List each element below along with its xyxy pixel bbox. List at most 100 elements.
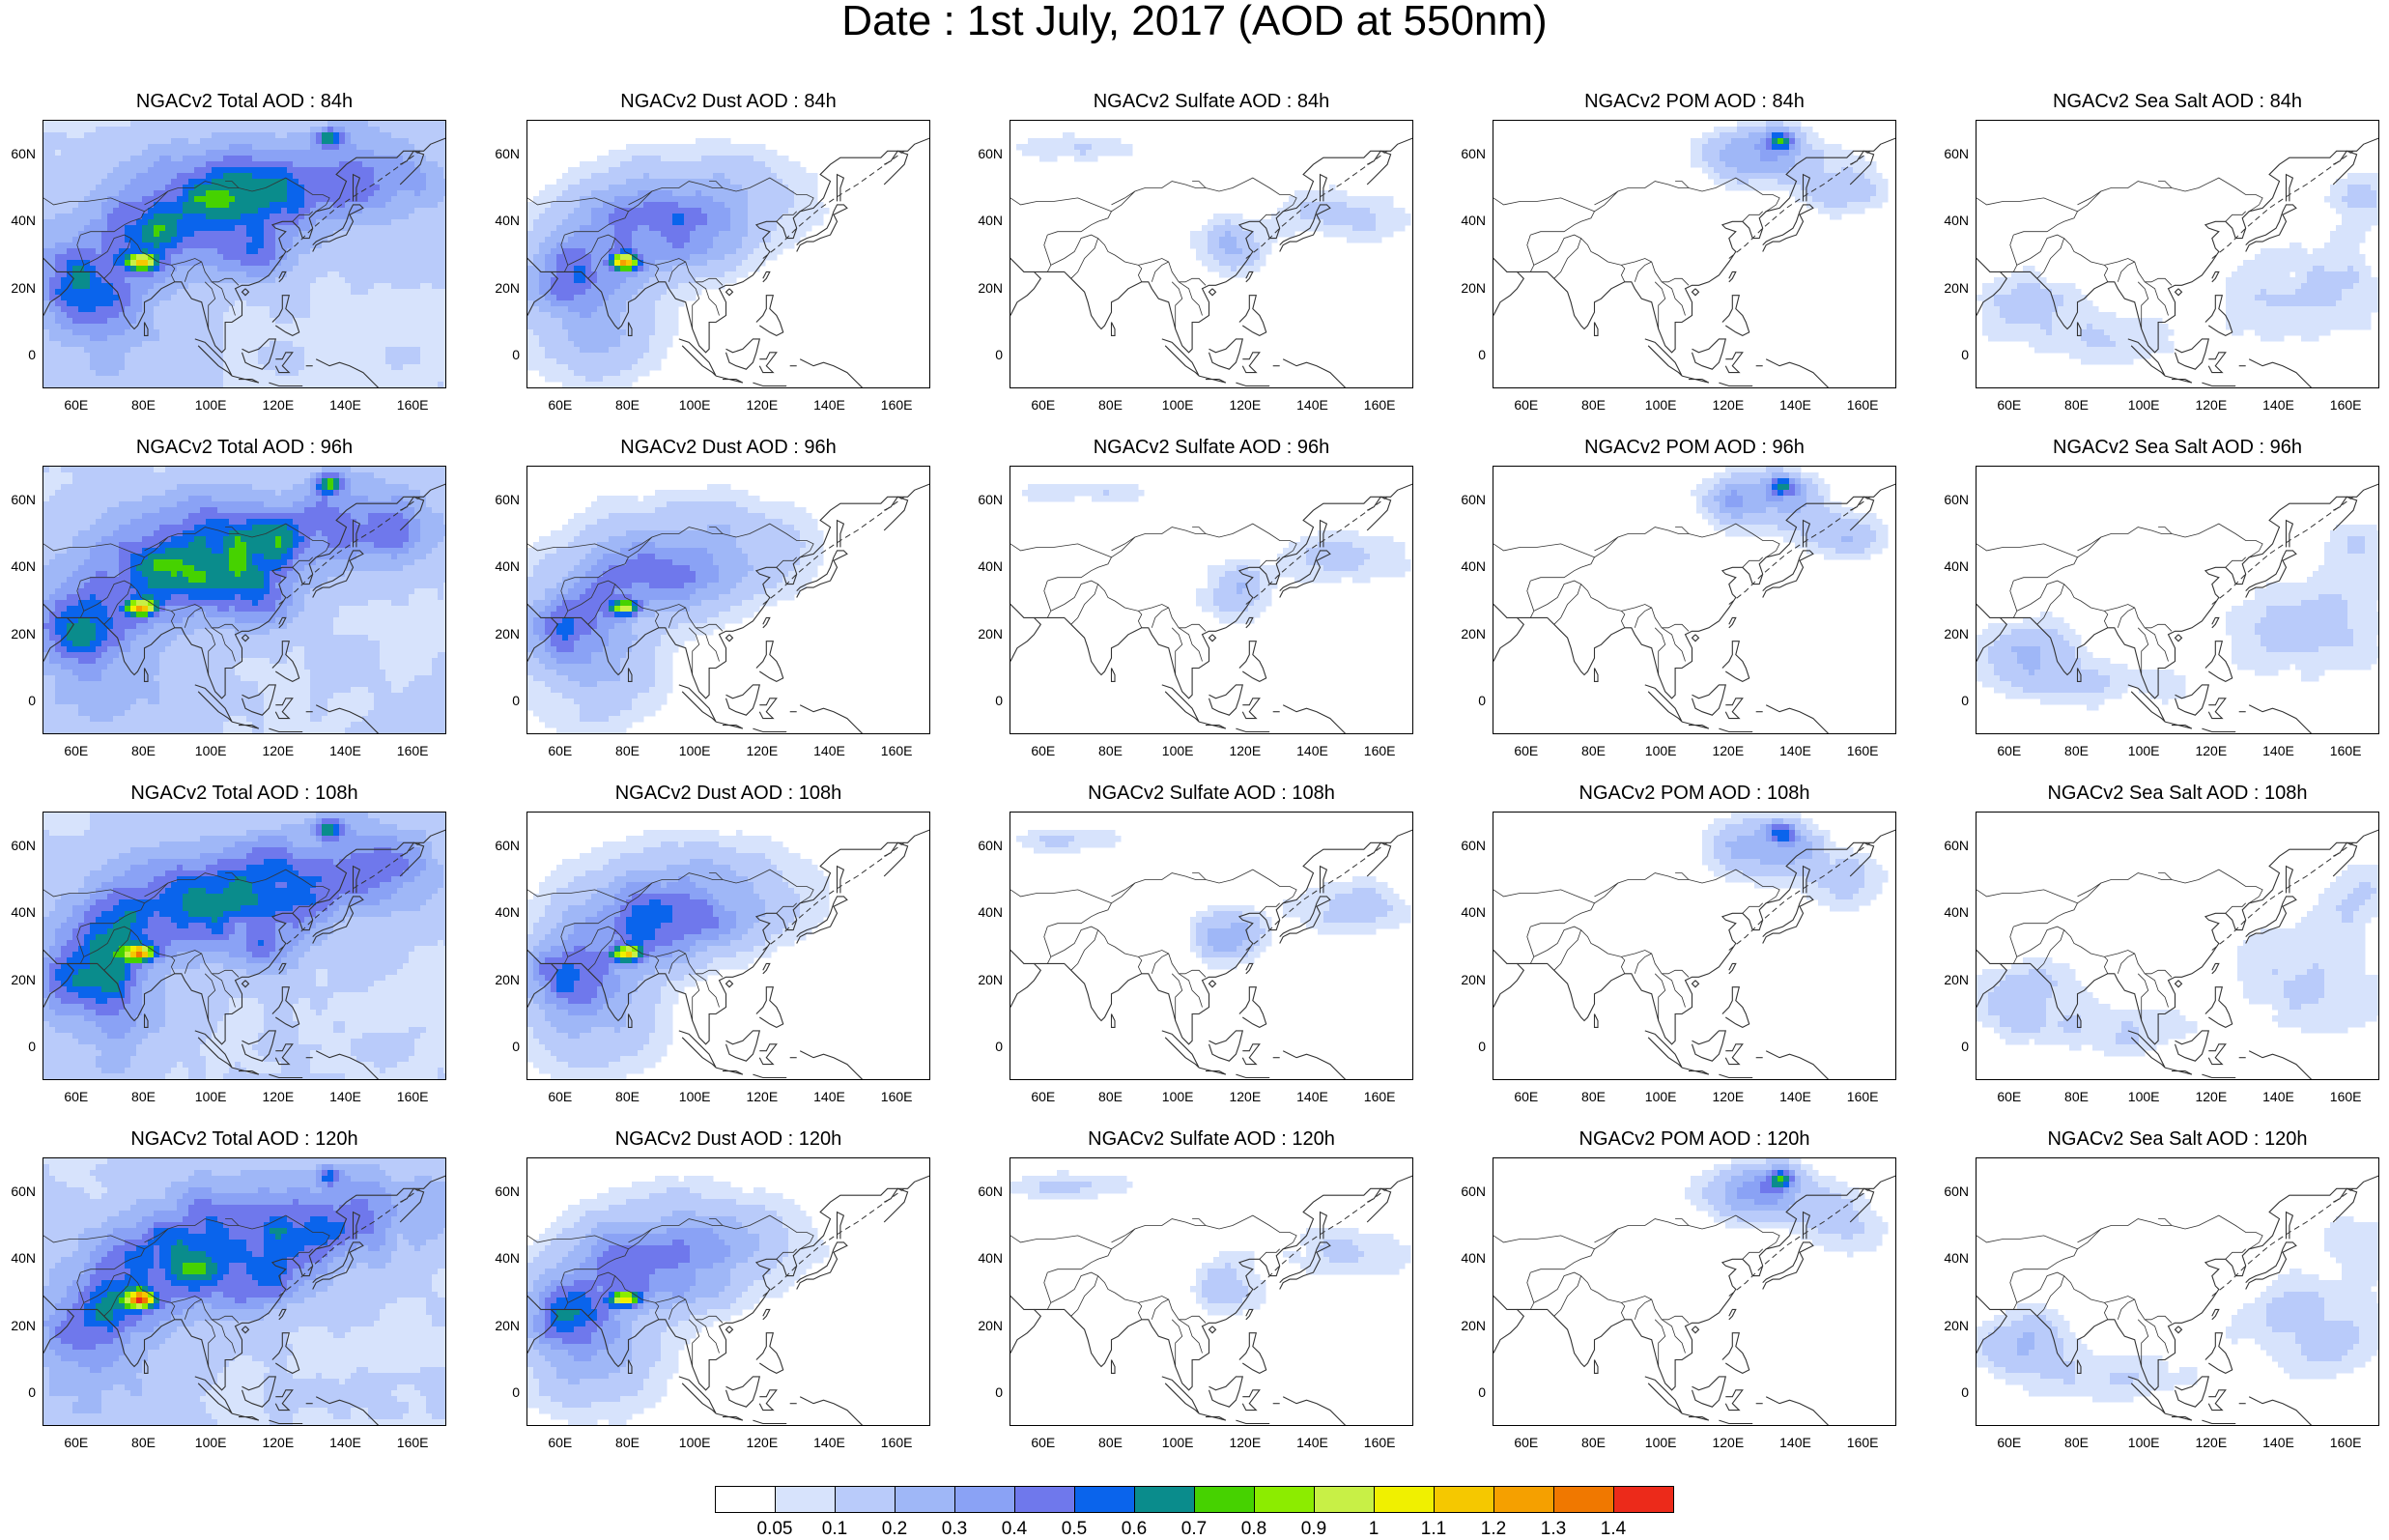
colorbar-swatch bbox=[1374, 1486, 1435, 1513]
x-tick-label: 120E bbox=[259, 1436, 298, 1449]
x-tick-label: 160E bbox=[2326, 1090, 2365, 1103]
map-frame bbox=[526, 1157, 930, 1426]
colorbar-label: 1.3 bbox=[1524, 1519, 1582, 1540]
panel-title: NGACv2 Sea Salt AOD : 120h bbox=[1976, 1128, 2379, 1150]
y-tick-label: 20N bbox=[0, 627, 36, 641]
colorbar-swatch bbox=[1613, 1486, 1674, 1513]
y-tick-label: 60N bbox=[964, 493, 1003, 506]
colorbar-swatch bbox=[1134, 1486, 1195, 1513]
x-tick-label: 120E bbox=[2192, 744, 2231, 757]
y-tick-label: 40N bbox=[964, 559, 1003, 573]
x-tick-label: 160E bbox=[393, 744, 432, 757]
x-tick-label: 80E bbox=[609, 398, 647, 412]
x-tick-label: 140E bbox=[811, 398, 849, 412]
x-tick-label: 60E bbox=[1024, 1090, 1063, 1103]
y-tick-label: 60N bbox=[481, 493, 520, 506]
x-tick-label: 140E bbox=[1294, 1436, 1332, 1449]
y-tick-label: 20N bbox=[1447, 973, 1486, 986]
x-tick-label: 60E bbox=[57, 398, 96, 412]
x-tick-label: 120E bbox=[1226, 744, 1265, 757]
panel-title: NGACv2 Sulfate AOD : 108h bbox=[1010, 783, 1413, 804]
panel-title: NGACv2 Sea Salt AOD : 84h bbox=[1976, 91, 2379, 112]
x-tick-label: 100E bbox=[2124, 1090, 2163, 1103]
y-tick-label: 60N bbox=[0, 839, 36, 852]
x-tick-label: 80E bbox=[1092, 744, 1130, 757]
y-tick-label: 0 bbox=[1447, 1040, 1486, 1053]
colorbar-label: 0.7 bbox=[1165, 1519, 1223, 1540]
x-tick-label: 100E bbox=[1641, 744, 1680, 757]
x-tick-label: 160E bbox=[877, 1436, 916, 1449]
y-tick-label: 20N bbox=[964, 973, 1003, 986]
x-tick-label: 120E bbox=[743, 744, 782, 757]
x-tick-label: 140E bbox=[2260, 1090, 2298, 1103]
y-tick-label: 40N bbox=[481, 559, 520, 573]
panel-title: NGACv2 Sea Salt AOD : 108h bbox=[1976, 783, 2379, 804]
y-tick-label: 40N bbox=[0, 214, 36, 227]
panel-title: NGACv2 Sulfate AOD : 96h bbox=[1010, 437, 1413, 458]
y-tick-label: 0 bbox=[0, 1385, 36, 1399]
aod-map bbox=[527, 1158, 930, 1426]
x-tick-label: 60E bbox=[1507, 1436, 1546, 1449]
x-tick-label: 140E bbox=[327, 744, 365, 757]
y-tick-label: 60N bbox=[0, 147, 36, 160]
y-tick-label: 0 bbox=[964, 348, 1003, 361]
x-tick-label: 60E bbox=[541, 398, 580, 412]
x-tick-label: 80E bbox=[2058, 398, 2096, 412]
map-frame bbox=[43, 1157, 446, 1426]
x-tick-label: 160E bbox=[1360, 1436, 1399, 1449]
x-tick-label: 100E bbox=[191, 1090, 230, 1103]
colorbar-swatch bbox=[1314, 1486, 1375, 1513]
y-tick-label: 20N bbox=[1447, 1319, 1486, 1332]
x-tick-label: 140E bbox=[1294, 1090, 1332, 1103]
x-tick-label: 120E bbox=[2192, 1090, 2231, 1103]
x-tick-label: 100E bbox=[1641, 398, 1680, 412]
y-tick-label: 40N bbox=[1447, 1251, 1486, 1265]
panel-title: NGACv2 Dust AOD : 108h bbox=[526, 783, 930, 804]
x-tick-label: 120E bbox=[259, 1090, 298, 1103]
x-tick-label: 160E bbox=[2326, 398, 2365, 412]
x-tick-label: 100E bbox=[191, 398, 230, 412]
colorbar-label: 0.9 bbox=[1285, 1519, 1343, 1540]
x-tick-label: 100E bbox=[1158, 1436, 1197, 1449]
y-tick-label: 20N bbox=[0, 973, 36, 986]
y-tick-label: 20N bbox=[1930, 627, 1969, 641]
y-tick-label: 20N bbox=[1447, 627, 1486, 641]
aod-map bbox=[1010, 467, 1413, 734]
x-tick-label: 140E bbox=[1777, 1090, 1815, 1103]
map-frame bbox=[526, 812, 930, 1080]
x-tick-label: 140E bbox=[1777, 398, 1815, 412]
y-tick-label: 60N bbox=[0, 1184, 36, 1198]
x-tick-label: 160E bbox=[1843, 1090, 1882, 1103]
map-frame bbox=[1010, 812, 1413, 1080]
y-tick-label: 40N bbox=[481, 905, 520, 919]
colorbar-swatch bbox=[1254, 1486, 1315, 1513]
map-frame bbox=[1493, 466, 1896, 734]
x-tick-label: 60E bbox=[1990, 398, 2029, 412]
y-tick-label: 20N bbox=[964, 281, 1003, 295]
y-tick-label: 0 bbox=[1447, 348, 1486, 361]
x-tick-label: 80E bbox=[1575, 1436, 1613, 1449]
y-tick-label: 40N bbox=[481, 1251, 520, 1265]
y-tick-label: 40N bbox=[1930, 905, 1969, 919]
x-tick-label: 120E bbox=[1709, 1090, 1748, 1103]
y-tick-label: 20N bbox=[964, 1319, 1003, 1332]
y-tick-label: 40N bbox=[964, 214, 1003, 227]
x-tick-label: 80E bbox=[609, 1436, 647, 1449]
aod-map bbox=[1977, 467, 2379, 734]
x-tick-label: 100E bbox=[1641, 1090, 1680, 1103]
x-tick-label: 60E bbox=[1507, 398, 1546, 412]
map-frame bbox=[526, 466, 930, 734]
x-tick-label: 80E bbox=[1092, 1090, 1130, 1103]
aod-map bbox=[43, 121, 446, 388]
x-tick-label: 120E bbox=[2192, 1436, 2231, 1449]
y-tick-label: 60N bbox=[964, 1184, 1003, 1198]
x-tick-label: 140E bbox=[1777, 1436, 1815, 1449]
aod-map bbox=[1493, 467, 1896, 734]
